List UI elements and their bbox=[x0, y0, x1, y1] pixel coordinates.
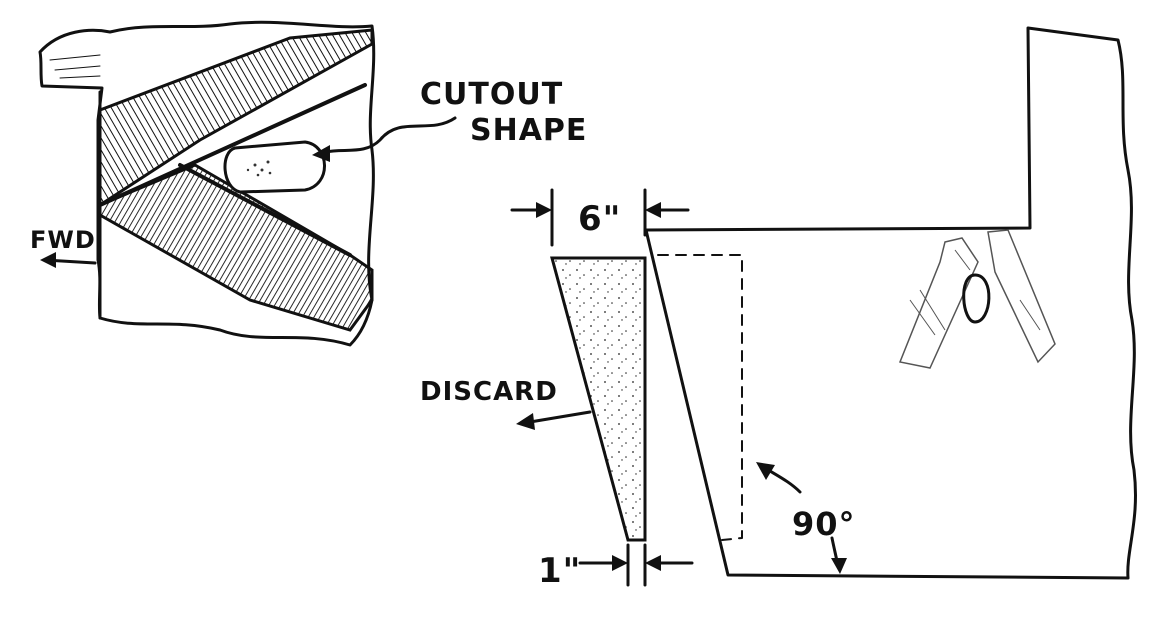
discard-label: DISCARD bbox=[420, 377, 558, 407]
dashed-reference bbox=[657, 254, 743, 541]
brace-remnants bbox=[898, 229, 1056, 369]
dimension-6in: 6" bbox=[578, 199, 621, 239]
cutout-shape bbox=[223, 140, 326, 194]
panel-outline bbox=[644, 26, 1138, 580]
angle-label: 90° bbox=[792, 505, 856, 543]
discard-wedge bbox=[550, 256, 647, 542]
fwd-label: FWD bbox=[30, 226, 96, 254]
inset-detail bbox=[38, 20, 376, 347]
cutout-leader bbox=[323, 116, 457, 154]
dimension-1in: 1" bbox=[538, 551, 581, 591]
panel-cutout-hole bbox=[962, 273, 991, 324]
cutout-label-line2: SHAPE bbox=[470, 113, 587, 148]
lower-brace bbox=[98, 163, 374, 332]
main-panel: 6" DISCARD 1" 90° bbox=[420, 26, 1138, 591]
cutout-label-line1: CUTOUT bbox=[420, 77, 563, 112]
